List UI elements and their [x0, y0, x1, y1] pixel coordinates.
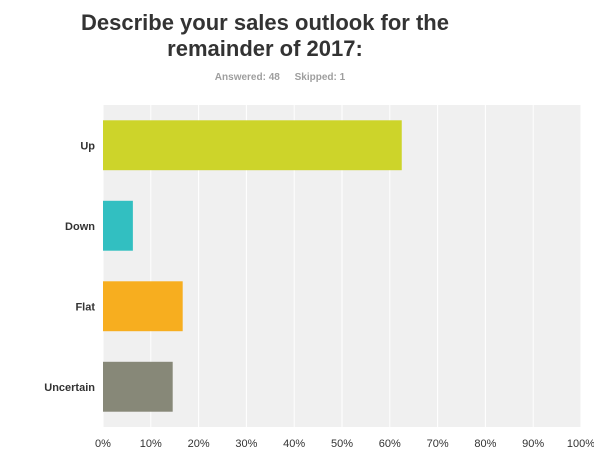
chart-title-line-1: Describe your sales outlook for the [81, 10, 449, 35]
x-tick-label: 100% [567, 438, 594, 450]
response-stats: Answered: 48 Skipped: 1 [180, 72, 380, 83]
category-label: Down [65, 221, 95, 233]
bar-uncertain [103, 361, 173, 412]
x-tick-label: 90% [522, 438, 544, 450]
category-label: Uncertain [44, 382, 95, 394]
x-tick-label: 60% [379, 438, 401, 450]
x-tick-label: 30% [235, 438, 257, 450]
bar-up [103, 120, 402, 171]
x-tick-label: 40% [283, 438, 305, 450]
chart-title: Describe your sales outlook for the rema… [70, 10, 460, 62]
x-tick-label: 80% [474, 438, 496, 450]
x-tick-label: 70% [427, 438, 449, 450]
bar-flat [103, 281, 183, 332]
x-tick-label: 0% [95, 438, 111, 450]
category-label: Flat [75, 301, 95, 313]
skipped-count: Skipped: 1 [294, 72, 346, 83]
x-tick-label: 10% [140, 438, 162, 450]
x-tick-label: 50% [331, 438, 353, 450]
category-label: Up [80, 140, 95, 152]
bar-down [103, 200, 133, 251]
answered-count: Answered: 48 [214, 72, 280, 83]
x-tick-label: 20% [188, 438, 210, 450]
chart-title-line-2: remainder of 2017: [167, 36, 363, 61]
